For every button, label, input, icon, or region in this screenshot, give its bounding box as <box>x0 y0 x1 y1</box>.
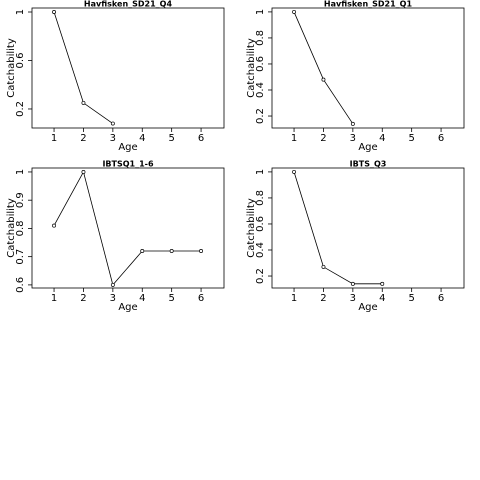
x-tick-label: 3 <box>110 293 116 304</box>
y-tick-label: 1 <box>15 9 26 15</box>
x-tick-label: 6 <box>198 293 204 304</box>
plot-frame <box>31 7 225 129</box>
y-tick-label: 0.7 <box>15 249 26 265</box>
x-tick-label: 3 <box>350 133 356 144</box>
data-point <box>110 282 115 287</box>
y-tick-label: 0.8 <box>15 220 26 236</box>
x-tick-label: 2 <box>80 133 86 144</box>
data-point <box>350 281 355 286</box>
y-tick-label: 0.8 <box>255 190 266 206</box>
y-axis-label: Catchability <box>246 198 257 258</box>
y-tick-label: 0.8 <box>255 30 266 46</box>
data-point <box>199 249 204 253</box>
data-line <box>293 171 383 285</box>
panel-title: Havfisken_SD21_Q1 <box>324 0 413 9</box>
y-tick-label: 0.6 <box>255 56 266 72</box>
data-point <box>321 77 326 82</box>
y-tick-label: 1 <box>255 169 266 175</box>
y-axis-label: Catchability <box>6 198 17 258</box>
x-tick-label: 4 <box>139 293 145 304</box>
x-tick-label: 2 <box>320 293 326 304</box>
x-tick-label: 2 <box>320 133 326 144</box>
data-point <box>292 9 297 14</box>
y-axis-label: Catchability <box>6 38 17 98</box>
x-tick-label: 5 <box>408 293 414 304</box>
x-tick-label: 3 <box>110 133 116 144</box>
x-tick-label: 6 <box>438 293 444 304</box>
data-line <box>53 170 202 286</box>
plot-frame <box>31 167 225 289</box>
x-tick-label: 5 <box>408 133 414 144</box>
x-tick-label: 3 <box>350 293 356 304</box>
data-point <box>380 281 385 286</box>
y-tick-label: 0.4 <box>255 82 266 98</box>
x-tick-label: 1 <box>51 293 57 304</box>
x-tick-label: 5 <box>168 293 174 304</box>
data-point <box>52 223 57 228</box>
x-tick-label: 6 <box>438 133 444 144</box>
x-axis-label: Age <box>118 142 137 153</box>
data-point <box>321 264 326 269</box>
x-axis-label: Age <box>358 142 377 153</box>
y-tick-label: 0.4 <box>255 242 266 258</box>
x-axis-label: Age <box>118 302 137 313</box>
x-tick-label: 4 <box>379 293 385 304</box>
y-tick-label: 0.9 <box>15 192 26 208</box>
y-tick-label: 0.6 <box>255 216 266 232</box>
data-point <box>81 170 86 174</box>
panel-title: IBTS_Q3 <box>350 160 387 169</box>
data-point <box>81 100 86 105</box>
data-point <box>52 10 57 14</box>
data-line <box>53 11 114 124</box>
x-tick-label: 4 <box>379 133 385 144</box>
data-point <box>140 249 145 253</box>
x-tick-label: 6 <box>198 133 204 144</box>
data-line <box>293 11 354 125</box>
y-tick-label: 1 <box>15 169 26 175</box>
y-tick-label: 0.2 <box>255 108 266 124</box>
y-tick-label: 1 <box>255 9 266 15</box>
panel-title: Havfisken_SD21_Q4 <box>84 0 173 9</box>
data-point <box>110 121 115 126</box>
data-point <box>169 249 174 253</box>
y-tick-label: 0.6 <box>15 277 26 293</box>
y-tick-label: 0.2 <box>255 268 266 284</box>
x-axis-label: Age <box>358 302 377 313</box>
data-point <box>292 169 297 174</box>
x-tick-label: 4 <box>139 133 145 144</box>
plot-frame <box>271 167 465 289</box>
x-tick-label: 1 <box>51 133 57 144</box>
y-tick-label: 0.6 <box>15 53 26 69</box>
x-tick-label: 1 <box>291 293 297 304</box>
x-tick-label: 2 <box>80 293 86 304</box>
plot-frame <box>271 7 465 129</box>
x-tick-label: 1 <box>291 133 297 144</box>
x-tick-label: 5 <box>168 133 174 144</box>
data-point <box>350 121 355 126</box>
y-tick-label: 0.2 <box>15 101 26 117</box>
panel-title: IBTSQ1_1-6 <box>102 160 154 169</box>
y-axis-label: Catchability <box>246 38 257 98</box>
